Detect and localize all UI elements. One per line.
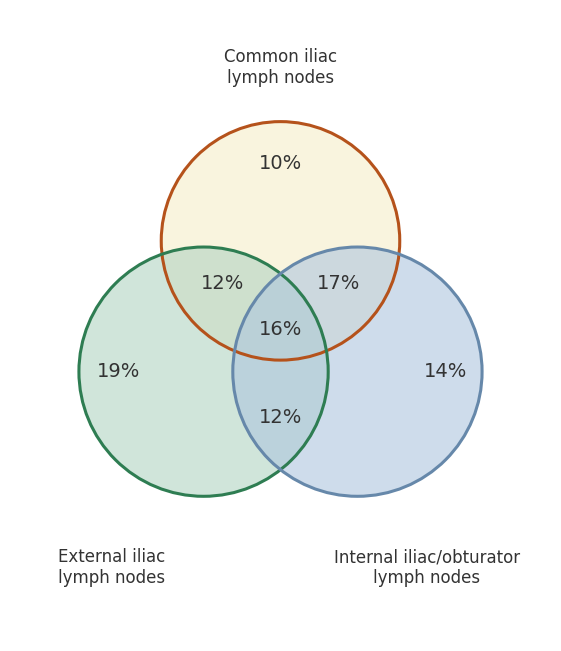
Text: Common iliac
lymph nodes: Common iliac lymph nodes: [224, 48, 337, 87]
Text: 12%: 12%: [259, 408, 302, 427]
Circle shape: [161, 122, 400, 360]
Text: External iliac
lymph nodes: External iliac lymph nodes: [58, 548, 165, 587]
Circle shape: [79, 247, 328, 496]
Circle shape: [233, 247, 482, 496]
Text: 16%: 16%: [259, 320, 302, 339]
Text: 12%: 12%: [201, 273, 245, 293]
Text: 10%: 10%: [259, 154, 302, 173]
Text: 14%: 14%: [424, 362, 468, 381]
Text: 17%: 17%: [316, 273, 360, 293]
Text: Internal iliac/obturator
lymph nodes: Internal iliac/obturator lymph nodes: [334, 548, 519, 587]
Text: 19%: 19%: [97, 362, 141, 381]
